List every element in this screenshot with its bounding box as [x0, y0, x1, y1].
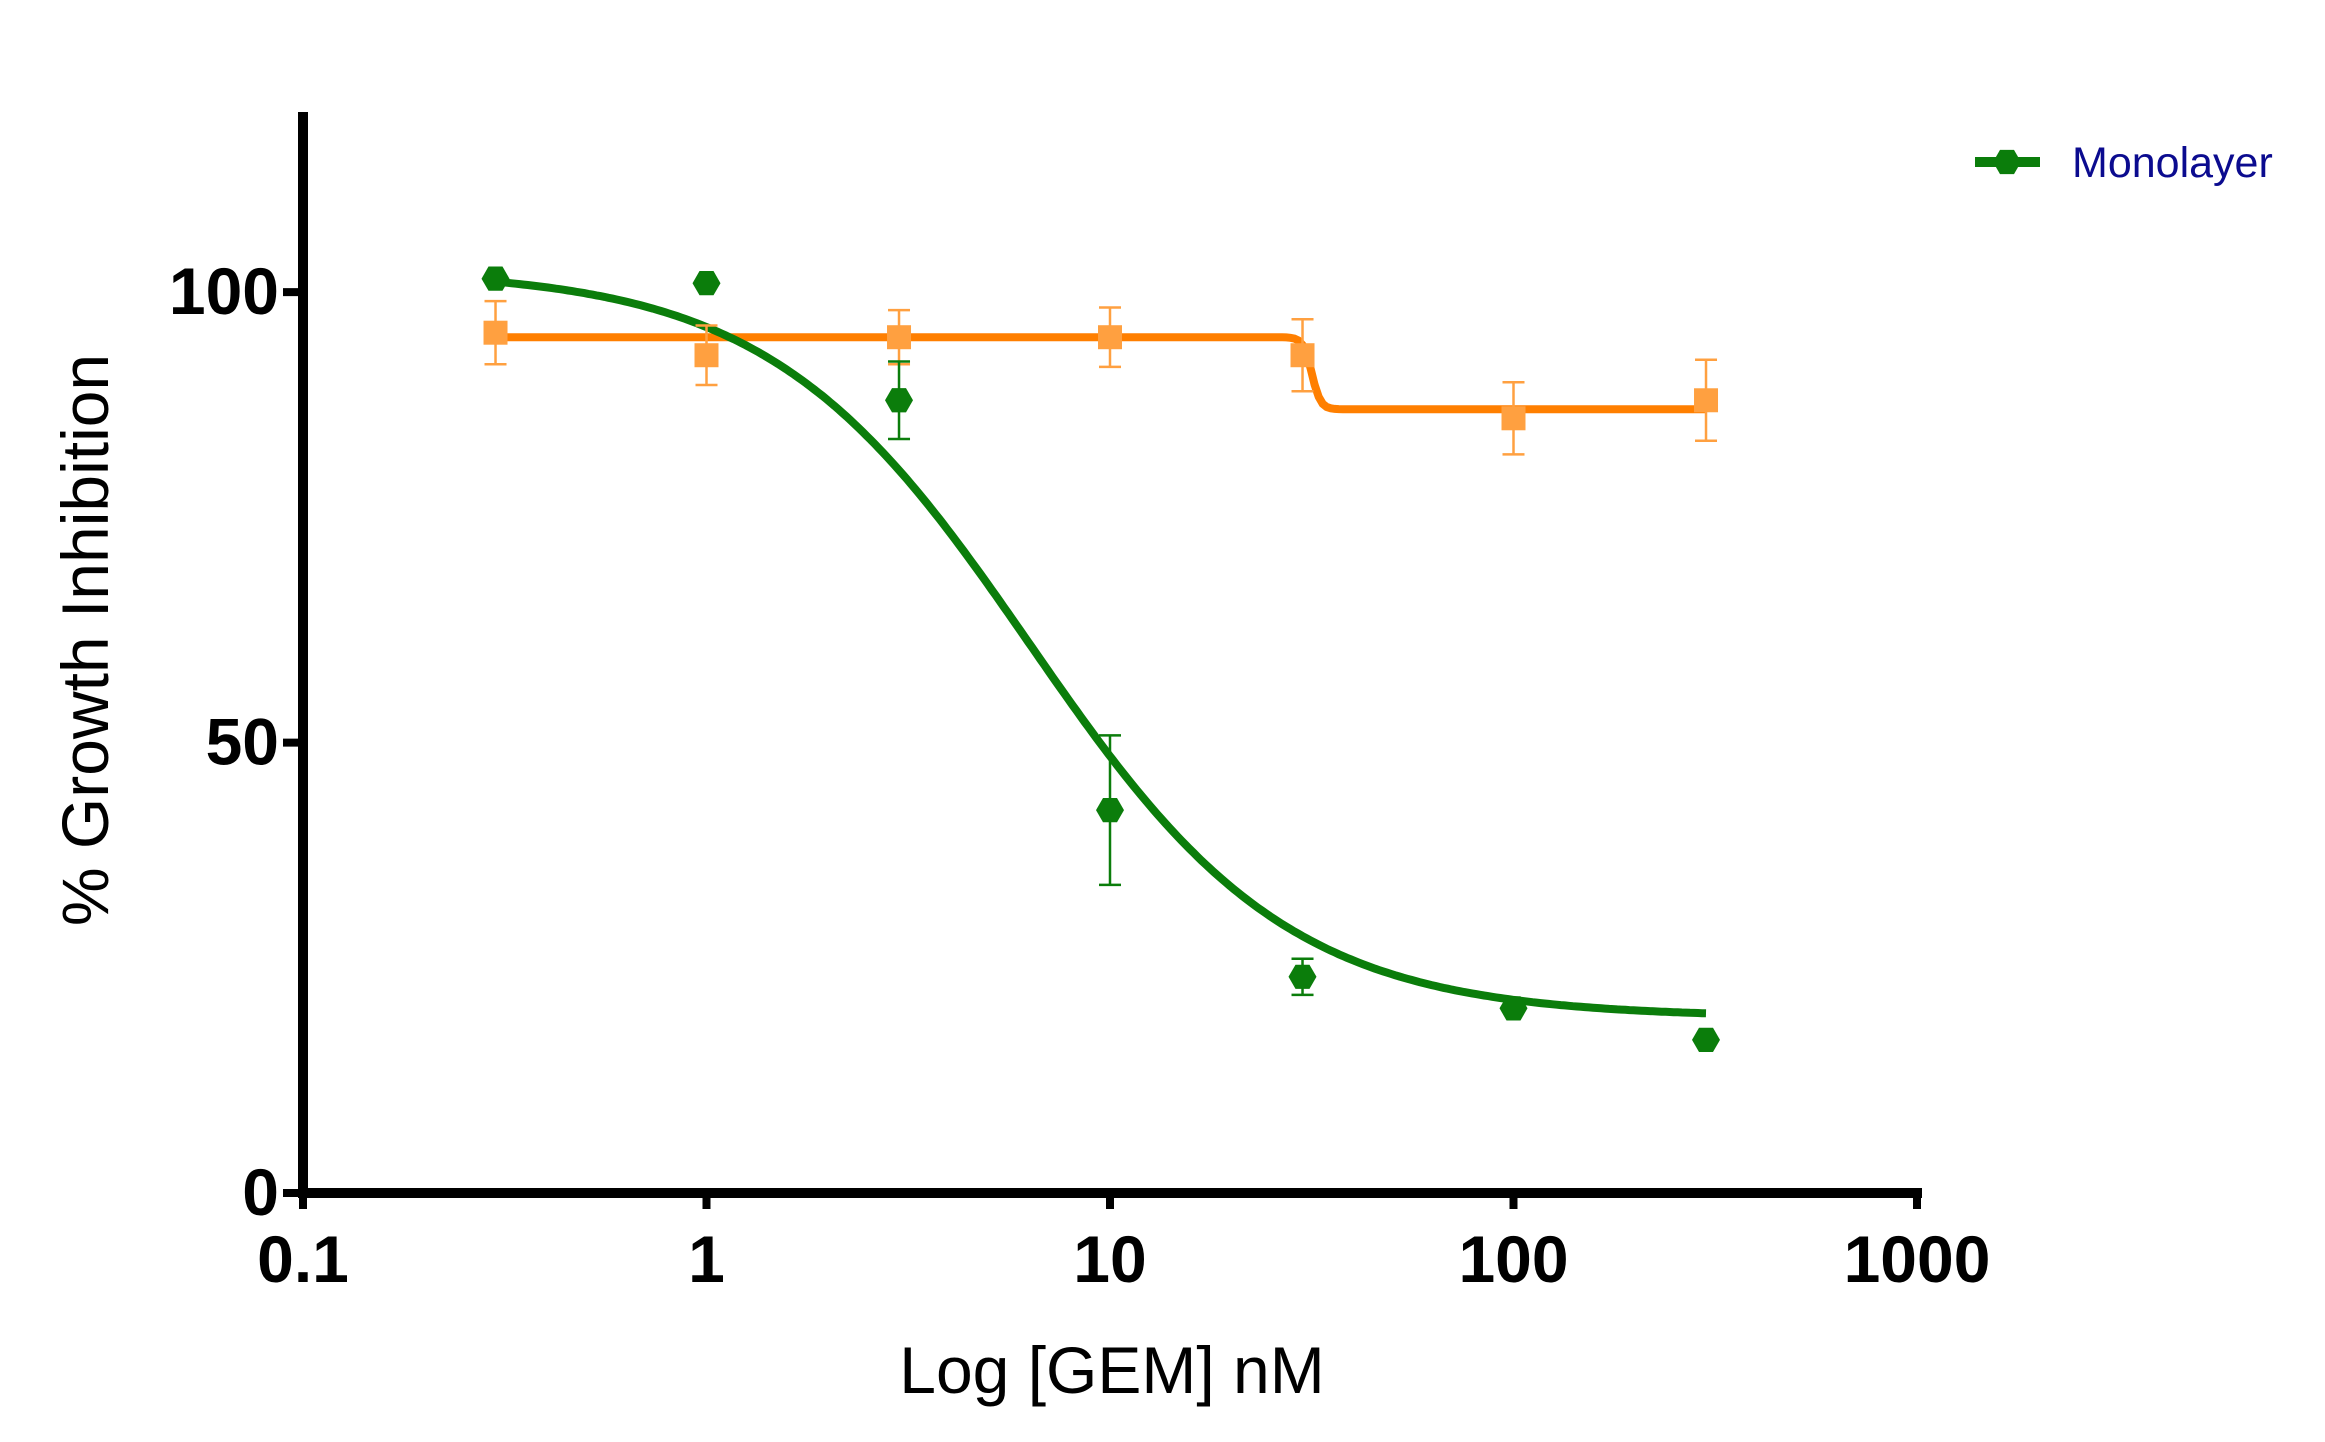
data-point-monolayer: [481, 266, 510, 291]
data-point-series-2: [1501, 406, 1526, 431]
x-tick-label: 1000: [1844, 1222, 1991, 1296]
data-point-monolayer: [1499, 996, 1528, 1021]
axes: [298, 112, 1922, 1198]
data-point-series-2: [887, 325, 912, 350]
legend-marker-monolayer: [1993, 149, 2021, 175]
x-tick-label: 10: [1073, 1222, 1146, 1296]
legend-label-monolayer: Monolayer: [2072, 139, 2273, 187]
fit-curve-monolayer: [495, 277, 1707, 1018]
data-point-monolayer: [885, 388, 913, 413]
data-point-monolayer: [1288, 964, 1317, 989]
y-tick-label: 100: [169, 254, 279, 328]
data-point-series-2: [1098, 325, 1122, 350]
x-axis-title: Log [GEM] nM: [899, 1333, 1325, 1407]
data-point-series-2: [1290, 343, 1315, 368]
error-bars: [484, 299, 1718, 997]
data-point-series-2: [483, 320, 508, 345]
data-point-monolayer: [692, 271, 721, 296]
legend: Monolayer: [1975, 139, 2273, 187]
x-tick-label: 100: [1458, 1222, 1568, 1296]
data-point-series-2: [694, 343, 719, 368]
x-tick-label: 1: [688, 1222, 725, 1296]
y-axis-title: % Growth Inhibition: [48, 354, 122, 926]
y-tick-label: 0: [242, 1155, 279, 1229]
ticks: 0.1 1 10 100 1000 0 50 100: [169, 254, 1991, 1296]
x-tick-label: 0.1: [257, 1222, 349, 1296]
data-points: [481, 266, 1720, 1052]
y-tick-label: 50: [206, 705, 279, 779]
fit-curves: [495, 277, 1707, 1018]
data-point-series-2: [1694, 388, 1719, 413]
data-point-monolayer: [1692, 1027, 1720, 1052]
data-point-monolayer: [1096, 798, 1124, 823]
